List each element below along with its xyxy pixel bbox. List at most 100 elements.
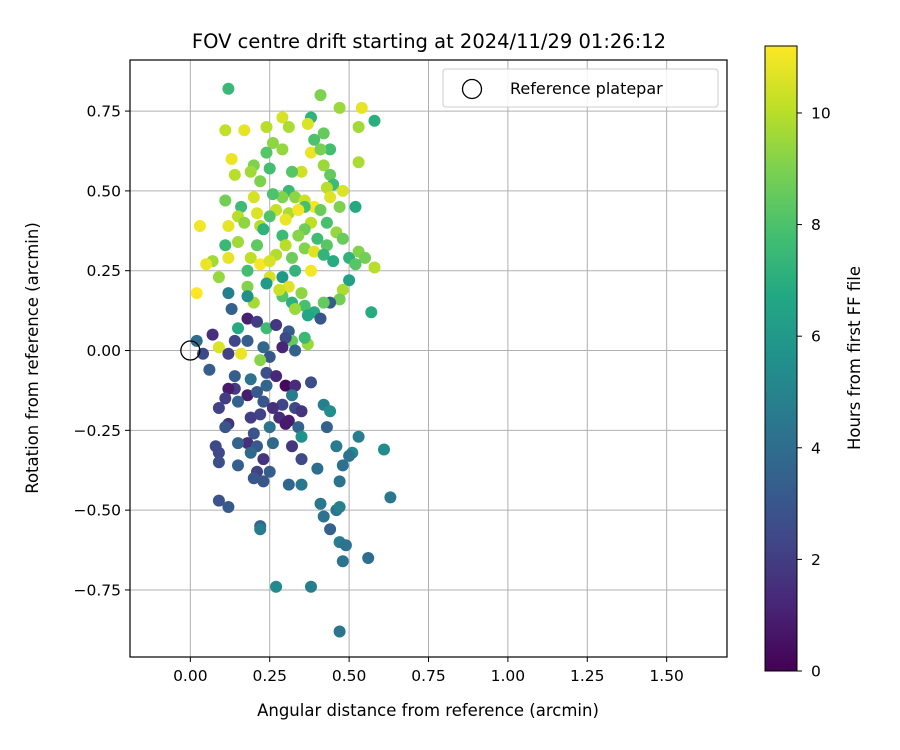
x-tick-label: 1.50 — [649, 667, 684, 685]
data-point — [251, 207, 263, 220]
data-point — [292, 204, 305, 216]
data-point — [343, 449, 356, 462]
data-point — [270, 580, 283, 593]
data-point — [333, 625, 346, 638]
colorbar-gradient — [764, 45, 798, 672]
data-point — [324, 191, 337, 204]
data-point — [276, 191, 289, 204]
data-point — [292, 229, 305, 242]
data-point — [263, 255, 276, 268]
data-point — [298, 299, 311, 312]
data-point — [289, 191, 302, 204]
data-point — [263, 465, 276, 478]
data-point — [260, 322, 273, 335]
data-point — [222, 287, 235, 300]
data-point — [336, 184, 349, 197]
data-point — [212, 456, 225, 469]
x-tick-label: 0.75 — [411, 667, 446, 685]
data-point — [254, 354, 267, 367]
data-point — [276, 229, 289, 242]
data-points — [180, 82, 397, 638]
data-point — [317, 248, 330, 261]
data-point — [257, 223, 270, 236]
data-point — [311, 232, 324, 245]
data-point — [263, 162, 276, 175]
data-point — [219, 194, 232, 207]
data-point — [222, 82, 235, 95]
data-point — [279, 213, 292, 226]
data-point — [308, 245, 321, 258]
y-tick-label: −0.25 — [74, 422, 122, 440]
data-point — [352, 156, 365, 169]
data-point — [320, 421, 333, 434]
data-point — [251, 239, 263, 252]
data-point — [298, 331, 311, 344]
data-point — [295, 430, 308, 443]
y-axis-label: Rotation from reference (arcmin) — [23, 222, 42, 494]
colorbar-tick-label: 4 — [811, 439, 821, 457]
colorbar-label: Hours from first FF file — [845, 266, 864, 450]
data-point — [206, 328, 219, 341]
data-point — [200, 258, 213, 271]
data-point — [232, 236, 244, 248]
data-point — [254, 258, 267, 271]
data-point — [244, 373, 257, 386]
data-point — [317, 127, 330, 140]
data-point — [324, 143, 337, 156]
data-point — [279, 417, 292, 430]
legend: Reference platepar — [442, 68, 719, 108]
data-point — [336, 459, 349, 472]
data-point — [212, 271, 225, 284]
data-point — [244, 251, 257, 264]
data-point — [317, 159, 330, 172]
data-point — [286, 389, 298, 402]
data-point — [254, 408, 267, 421]
data-point — [314, 143, 327, 156]
data-point — [247, 472, 260, 485]
x-tick-label: 0.00 — [173, 667, 208, 685]
data-point — [279, 331, 292, 344]
data-point — [266, 188, 279, 201]
data-point — [289, 303, 302, 315]
data-point — [320, 216, 333, 229]
data-point — [235, 200, 248, 213]
data-point — [333, 501, 346, 513]
data-point — [232, 459, 244, 472]
data-point — [270, 319, 283, 331]
colorbar: 0 2 4 6 8 10 Hours from first FF file — [764, 45, 864, 681]
data-point — [298, 242, 311, 255]
data-point — [212, 446, 225, 459]
y-tick-label: 0.50 — [86, 182, 121, 200]
data-point — [336, 232, 349, 245]
data-point — [378, 443, 390, 456]
colorbar-tick-label: 2 — [811, 551, 821, 569]
data-point — [238, 124, 251, 137]
data-point — [305, 264, 317, 277]
data-point — [314, 204, 327, 216]
x-axis-label: Angular distance from reference (arcmin) — [257, 701, 599, 720]
data-point — [232, 395, 244, 408]
data-point — [295, 453, 308, 466]
data-point — [295, 165, 308, 178]
data-point — [190, 287, 203, 300]
y-tick-label: 0.25 — [86, 262, 121, 280]
data-point — [279, 379, 292, 392]
data-point — [349, 200, 362, 213]
data-point — [336, 283, 349, 296]
data-point — [301, 309, 314, 322]
data-point — [314, 312, 327, 325]
data-point — [295, 405, 308, 418]
data-point — [327, 255, 340, 268]
data-point — [241, 312, 254, 325]
data-point — [286, 440, 298, 453]
data-point — [228, 370, 241, 383]
data-point — [257, 453, 270, 466]
data-point — [305, 580, 317, 593]
data-point — [311, 462, 324, 475]
data-point — [276, 398, 289, 411]
data-point — [222, 347, 235, 360]
legend-label-reference-platepar: Reference platepar — [510, 79, 663, 98]
data-point — [324, 405, 337, 418]
data-point — [339, 539, 352, 552]
